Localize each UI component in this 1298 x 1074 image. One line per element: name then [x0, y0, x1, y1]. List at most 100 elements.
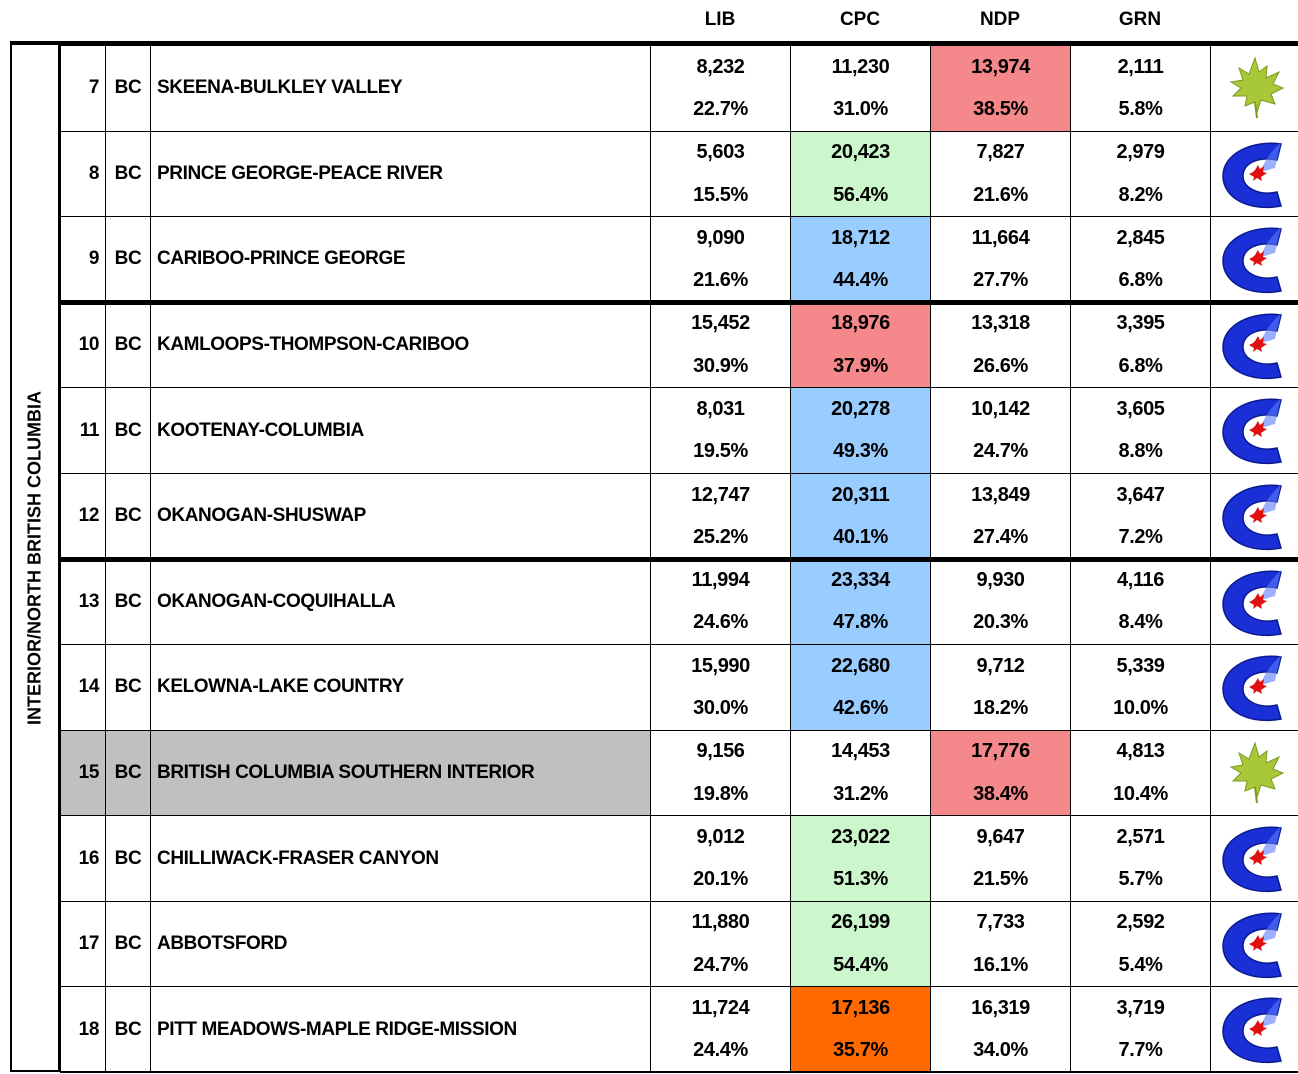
votes: 20,278: [831, 397, 890, 420]
votes: 4,116: [1117, 569, 1164, 592]
result-cell: 8,232 22.7%: [650, 45, 791, 132]
result-cell: 3,605 8.8%: [1070, 387, 1211, 474]
percent: 10.4%: [1113, 782, 1168, 805]
party-logo-cell: [1210, 729, 1298, 817]
percent: 24.7%: [693, 953, 748, 976]
result-cell: 11,880 24.7%: [650, 900, 791, 988]
percent: 7.2%: [1118, 525, 1163, 548]
province: BC: [105, 216, 151, 303]
result-cell: 23,022 51.3%: [790, 815, 931, 902]
votes: 20,311: [831, 483, 890, 506]
votes: 9,647: [976, 825, 1025, 848]
votes: 13,318: [971, 312, 1030, 335]
percent: 8.4%: [1118, 611, 1163, 634]
region-label: INTERIOR/NORTH BRITISH COLUMBIA: [24, 390, 45, 725]
result-cell: 9,647 21.5%: [930, 815, 1071, 902]
province: BC: [105, 472, 151, 560]
bottom-rule: [60, 1071, 1298, 1073]
votes: 13,849: [971, 483, 1030, 506]
percent: 5.4%: [1118, 953, 1163, 976]
percent: 21.6%: [973, 183, 1028, 206]
result-cell: 13,318 26.6%: [930, 301, 1071, 389]
percent: 22.7%: [693, 97, 748, 120]
province: BC: [105, 729, 151, 817]
result-cell: 2,979 8.2%: [1070, 130, 1211, 218]
votes: 8,232: [696, 55, 745, 78]
percent: 5.7%: [1118, 868, 1163, 891]
votes: 20,423: [831, 141, 890, 164]
votes: 18,976: [831, 312, 890, 335]
result-cell: 7,827 21.6%: [930, 130, 1071, 218]
votes: 17,136: [831, 997, 890, 1020]
result-cell: 2,111 5.8%: [1070, 45, 1211, 132]
party-logo: [1222, 911, 1282, 978]
votes: 11,880: [691, 911, 750, 934]
percent: 35.7%: [833, 1039, 888, 1062]
result-cell: 9,712 18.2%: [930, 644, 1071, 731]
percent: 30.0%: [693, 697, 748, 719]
district-name: BRITISH COLUMBIA SOUTHERN INTERIOR: [150, 729, 651, 817]
percent: 8.2%: [1118, 183, 1163, 206]
district-name: KAMLOOPS-THOMPSON-CARIBOO: [150, 301, 651, 389]
percent: 24.4%: [693, 1039, 748, 1062]
district-name: SKEENA-BULKLEY VALLEY: [150, 45, 651, 132]
votes: 9,930: [976, 569, 1025, 592]
votes: 7,827: [976, 141, 1025, 164]
votes: 11,230: [831, 55, 890, 78]
votes: 2,845: [1116, 226, 1165, 249]
district-number: 9: [60, 216, 106, 303]
votes: 17,776: [971, 740, 1030, 763]
votes: 2,592: [1116, 911, 1165, 934]
result-cell: 18,712 44.4%: [790, 216, 931, 303]
result-cell: 4,813 10.4%: [1070, 729, 1211, 817]
party-logo-cell: [1210, 45, 1298, 132]
result-cell: 10,142 24.7%: [930, 387, 1071, 474]
result-cell: 3,647 7.2%: [1070, 472, 1211, 560]
district-number: 11: [60, 387, 106, 474]
percent: 5.8%: [1118, 97, 1163, 120]
party-logo: [1229, 741, 1285, 803]
votes: 15,452: [691, 312, 750, 335]
votes: 15,990: [691, 654, 750, 677]
result-cell: 18,976 37.9%: [790, 301, 931, 389]
result-cell: 26,199 54.4%: [790, 900, 931, 988]
region-cell: INTERIOR/NORTH BRITISH COLUMBIA: [10, 41, 60, 1072]
result-cell: 11,664 27.7%: [930, 216, 1071, 303]
province: BC: [105, 815, 151, 902]
result-cell: 8,031 19.5%: [650, 387, 791, 474]
votes: 23,334: [831, 569, 890, 592]
province: BC: [105, 986, 151, 1073]
party-logo: [1222, 141, 1282, 208]
district-number: 17: [60, 900, 106, 988]
district-number: 12: [60, 472, 106, 560]
party-logo: [1222, 227, 1282, 294]
party-logo-cell: [1210, 644, 1298, 731]
percent: 47.8%: [833, 611, 888, 634]
province: BC: [105, 130, 151, 218]
votes: 2,979: [1116, 141, 1165, 164]
province: BC: [105, 558, 151, 646]
party-logo: [1222, 826, 1282, 893]
group-rule: [60, 299, 1298, 305]
result-cell: 20,423 56.4%: [790, 130, 931, 218]
district-name: CARIBOO-PRINCE GEORGE: [150, 216, 651, 303]
percent: 20.1%: [693, 868, 748, 891]
party-logo-cell: [1210, 301, 1298, 389]
party-logo-cell: [1210, 472, 1298, 560]
votes: 26,199: [831, 911, 890, 934]
district-number: 7: [60, 45, 106, 132]
province: BC: [105, 644, 151, 731]
percent: 42.6%: [833, 697, 888, 719]
result-cell: 3,719 7.7%: [1070, 986, 1211, 1073]
percent: 19.8%: [693, 782, 748, 805]
percent: 26.6%: [973, 354, 1028, 377]
result-cell: 9,090 21.6%: [650, 216, 791, 303]
top-rule: [10, 41, 1298, 45]
result-cell: 23,334 47.8%: [790, 558, 931, 646]
votes: 7,733: [976, 911, 1025, 934]
percent: 38.5%: [973, 97, 1028, 120]
percent: 21.6%: [693, 269, 748, 292]
column-header: LIB: [704, 9, 736, 30]
result-cell: 2,592 5.4%: [1070, 900, 1211, 988]
result-cell: 4,116 8.4%: [1070, 558, 1211, 646]
